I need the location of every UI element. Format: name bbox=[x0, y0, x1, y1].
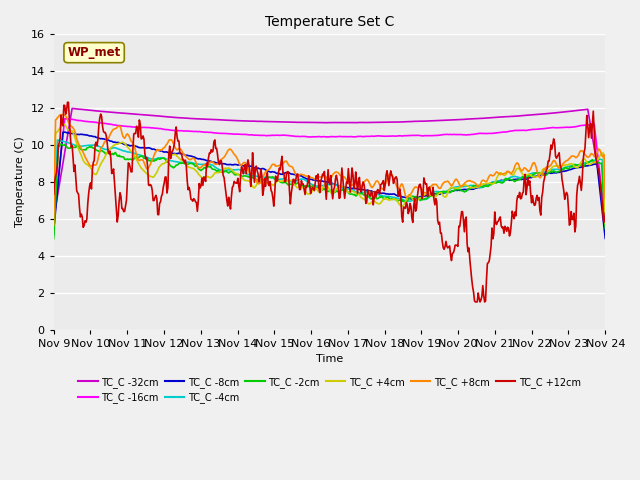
TC_C -2cm bbox=[148, 158, 156, 164]
TC_C -4cm bbox=[300, 177, 308, 182]
TC_C -32cm bbox=[419, 118, 427, 124]
Line: TC_C +8cm: TC_C +8cm bbox=[54, 115, 605, 225]
TC_C +8cm bbox=[376, 182, 383, 188]
TC_C -16cm bbox=[300, 133, 308, 139]
TC_C +12cm bbox=[300, 186, 308, 192]
TC_C -32cm bbox=[466, 116, 474, 122]
TC_C +8cm bbox=[60, 112, 68, 118]
TC_C +12cm bbox=[419, 193, 427, 199]
Line: TC_C -2cm: TC_C -2cm bbox=[54, 144, 605, 239]
TC_C +8cm bbox=[148, 157, 156, 163]
TC_C +4cm bbox=[419, 193, 427, 199]
TC_C +4cm bbox=[148, 174, 156, 180]
Line: TC_C -32cm: TC_C -32cm bbox=[54, 108, 605, 218]
TC_C +4cm bbox=[300, 187, 308, 192]
TC_C +4cm bbox=[59, 121, 67, 127]
TC_C -2cm bbox=[300, 184, 308, 190]
Line: TC_C -8cm: TC_C -8cm bbox=[54, 132, 605, 239]
TC_C +8cm bbox=[300, 172, 308, 178]
TC_C -2cm bbox=[50, 236, 58, 241]
TC_C -16cm bbox=[376, 133, 383, 139]
TC_C -8cm bbox=[148, 146, 156, 152]
TC_C -2cm bbox=[193, 163, 200, 168]
TC_C +4cm bbox=[50, 210, 58, 216]
TC_C +8cm bbox=[193, 161, 200, 167]
TC_C -8cm bbox=[602, 236, 609, 241]
TC_C +4cm bbox=[376, 201, 383, 207]
TC_C -32cm bbox=[68, 106, 76, 111]
TC_C -8cm bbox=[61, 129, 68, 135]
TC_C +12cm bbox=[148, 187, 156, 193]
TC_C -16cm bbox=[466, 132, 474, 138]
TC_C -2cm bbox=[466, 186, 474, 192]
TC_C +12cm bbox=[472, 299, 479, 305]
Line: TC_C +12cm: TC_C +12cm bbox=[54, 102, 605, 302]
Text: WP_met: WP_met bbox=[67, 46, 121, 59]
TC_C +8cm bbox=[466, 178, 474, 183]
TC_C +12cm bbox=[602, 210, 609, 216]
TC_C -32cm bbox=[50, 216, 58, 221]
TC_C -8cm bbox=[419, 193, 427, 199]
TC_C -16cm bbox=[193, 129, 200, 134]
TC_C -32cm bbox=[193, 116, 200, 121]
TC_C -4cm bbox=[466, 183, 474, 189]
TC_C -16cm bbox=[419, 133, 427, 139]
TC_C -8cm bbox=[376, 190, 383, 196]
TC_C -4cm bbox=[54, 137, 61, 143]
TC_C -4cm bbox=[376, 192, 383, 198]
TC_C +4cm bbox=[466, 184, 474, 190]
X-axis label: Time: Time bbox=[316, 354, 343, 364]
TC_C -16cm bbox=[602, 220, 609, 226]
TC_C -16cm bbox=[61, 116, 68, 121]
Y-axis label: Temperature (C): Temperature (C) bbox=[15, 137, 25, 228]
TC_C +8cm bbox=[602, 195, 609, 201]
TC_C +8cm bbox=[50, 222, 58, 228]
TC_C +4cm bbox=[602, 221, 609, 227]
TC_C -8cm bbox=[50, 228, 58, 233]
TC_C -32cm bbox=[148, 112, 156, 118]
TC_C +12cm bbox=[193, 200, 200, 205]
TC_C -4cm bbox=[148, 156, 156, 162]
TC_C -4cm bbox=[193, 161, 200, 167]
TC_C -8cm bbox=[193, 156, 200, 161]
TC_C -2cm bbox=[419, 197, 427, 203]
Title: Temperature Set C: Temperature Set C bbox=[265, 15, 394, 29]
TC_C -32cm bbox=[602, 211, 609, 216]
Line: TC_C -16cm: TC_C -16cm bbox=[54, 119, 605, 223]
TC_C -2cm bbox=[57, 141, 65, 147]
TC_C -16cm bbox=[148, 125, 156, 131]
TC_C +12cm bbox=[50, 192, 58, 197]
TC_C -4cm bbox=[419, 196, 427, 202]
Line: TC_C +4cm: TC_C +4cm bbox=[54, 124, 605, 224]
TC_C +4cm bbox=[193, 168, 200, 174]
TC_C +8cm bbox=[419, 188, 427, 194]
Legend: TC_C -32cm, TC_C -16cm, TC_C -8cm, TC_C -4cm, TC_C -2cm, TC_C +4cm, TC_C +8cm, T: TC_C -32cm, TC_C -16cm, TC_C -8cm, TC_C … bbox=[74, 373, 585, 408]
TC_C -16cm bbox=[50, 217, 58, 223]
TC_C -2cm bbox=[376, 194, 383, 200]
TC_C +12cm bbox=[63, 99, 71, 105]
TC_C -4cm bbox=[50, 232, 58, 238]
TC_C +12cm bbox=[466, 257, 474, 263]
TC_C +12cm bbox=[376, 191, 383, 197]
Line: TC_C -4cm: TC_C -4cm bbox=[54, 140, 605, 235]
TC_C -4cm bbox=[602, 221, 609, 227]
TC_C -8cm bbox=[300, 175, 308, 180]
TC_C -2cm bbox=[602, 226, 609, 231]
TC_C -32cm bbox=[376, 120, 383, 125]
TC_C -8cm bbox=[466, 186, 474, 192]
TC_C -32cm bbox=[300, 120, 308, 125]
